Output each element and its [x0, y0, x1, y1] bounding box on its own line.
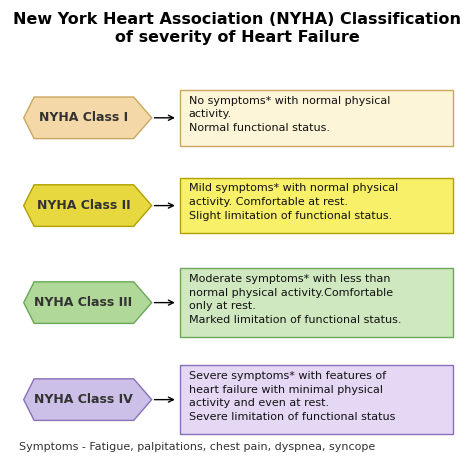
Text: NYHA Class II: NYHA Class II	[36, 199, 130, 212]
Polygon shape	[24, 282, 152, 323]
Text: NYHA Class III: NYHA Class III	[34, 296, 133, 309]
Text: Mild symptoms* with normal physical
activity. Comfortable at rest.
Slight limita: Mild symptoms* with normal physical acti…	[189, 183, 398, 221]
FancyBboxPatch shape	[180, 90, 453, 146]
Text: No symptoms* with normal physical
activity.
Normal functional status.: No symptoms* with normal physical activi…	[189, 96, 390, 133]
Text: Moderate symptoms* with less than
normal physical activity.Comfortable
only at r: Moderate symptoms* with less than normal…	[189, 274, 401, 325]
Text: NYHA Class I: NYHA Class I	[39, 111, 128, 124]
FancyBboxPatch shape	[180, 268, 453, 337]
Text: New York Heart Association (NYHA) Classification
of severity of Heart Failure: New York Heart Association (NYHA) Classi…	[13, 12, 461, 45]
FancyBboxPatch shape	[180, 178, 453, 233]
Text: Severe symptoms* with features of
heart failure with minimal physical
activity a: Severe symptoms* with features of heart …	[189, 371, 395, 422]
Text: NYHA Class IV: NYHA Class IV	[34, 393, 133, 406]
Polygon shape	[24, 185, 152, 226]
Polygon shape	[24, 379, 152, 420]
Polygon shape	[24, 97, 152, 139]
FancyBboxPatch shape	[180, 365, 453, 434]
Text: Symptoms - Fatigue, palpitations, chest pain, dyspnea, syncope: Symptoms - Fatigue, palpitations, chest …	[19, 442, 375, 452]
